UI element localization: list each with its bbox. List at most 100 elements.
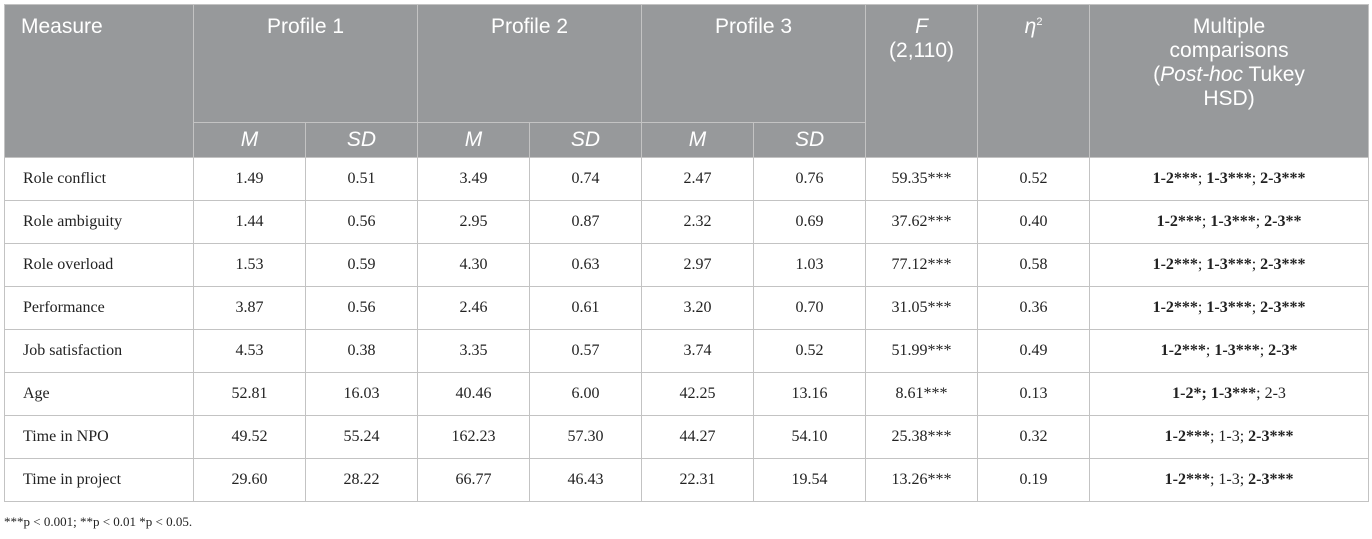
cell-p3m: 44.27 [641,415,755,459]
comparison-segment: ; [1251,170,1261,187]
comparison-segment: 2-3*** [1260,256,1306,273]
cell-p3m: 2.32 [641,200,755,244]
cell-p1sd: 0.59 [304,243,419,287]
comparison-segment: ; [1201,213,1211,230]
cell-p3sd: 54.10 [753,415,867,459]
row-label: Time in NPO [4,415,194,459]
table-row: Time in NPO 49.52 55.24 162.23 57.30 44.27 54.… [4,415,1370,459]
table-row: Role overload 1.53 0.59 4.30 0.63 2.97 1.03 77.… [4,243,1370,287]
cell-p2m: 3.35 [417,329,531,373]
cell-p2sd: 57.30 [529,415,643,459]
cell-multiple-comparisons: 1-2***; 1-3***; 2-3*** [1089,243,1370,287]
footnote: ***p < 0.001; **p < 0.01 *p < 0.05. [4,514,193,529]
cell-p2m: 4.30 [417,243,531,287]
subheader-p1-m: M [193,122,306,158]
header-profile-3: Profile 3 [641,4,867,123]
mc-tukey: Tukey [1243,63,1305,86]
mc-line-4: HSD) [1203,87,1255,110]
table-row: Age 52.81 16.03 40.46 6.00 42.25 13.16 8.61*** 0… [4,372,1370,416]
comparison-segment: ; [1251,299,1261,316]
cell-eta: 0.49 [977,329,1091,373]
cell-p3m: 42.25 [641,372,755,416]
cell-multiple-comparisons: 1-2***; 1-3***; 2-3*** [1089,157,1370,201]
cell-p1sd: 0.51 [304,157,419,201]
cell-p2m: 2.46 [417,286,531,330]
comparison-segment: 1-2*** [1160,342,1206,359]
cell-multiple-comparisons: 1-2***; 1-3; 2-3*** [1089,458,1370,502]
mc-open-paren: ( [1153,63,1161,86]
cell-p1sd: 28.22 [304,458,419,502]
row-label: Role ambiguity [4,200,194,244]
comparison-segment: 1-2*** [1152,299,1198,316]
comparison-segment: ; [1205,342,1215,359]
cell-p1m: 29.60 [193,458,306,502]
comparison-segment: ; 1-3; [1209,428,1249,445]
comparison-segment: 2-3** [1264,213,1302,230]
comparison-segment: ; [1197,299,1207,316]
cell-f: 51.99*** [865,329,979,373]
cell-eta: 0.32 [977,415,1091,459]
comparison-segment: ; [1197,170,1207,187]
cell-eta: 0.13 [977,372,1091,416]
cell-f: 37.62*** [865,200,979,244]
cell-p1sd: 0.38 [304,329,419,373]
row-label: Age [4,372,194,416]
row-label: Role overload [4,243,194,287]
cell-p1m: 1.49 [193,157,306,201]
comparison-segment: 1-3*** [1214,342,1260,359]
cell-p3sd: 0.70 [753,286,867,330]
subheader-p3-m: M [641,122,755,158]
subheader-p2-m: M [417,122,531,158]
mc-posthoc: Post-hoc [1160,63,1244,86]
cell-p2sd: 0.61 [529,286,643,330]
cell-multiple-comparisons: 1-2***; 1-3; 2-3*** [1089,415,1370,459]
cell-eta: 0.36 [977,286,1091,330]
comparison-segment: 2-3*** [1260,299,1306,316]
cell-eta: 0.19 [977,458,1091,502]
cell-p1m: 52.81 [193,372,306,416]
mc-line-1: Multiple [1192,15,1266,38]
cell-p3sd: 1.03 [753,243,867,287]
subheader-p1-sd: SD [304,122,419,158]
cell-p2sd: 6.00 [529,372,643,416]
subheader-row: M SD M SD M SD [5,122,1369,158]
cell-p2m: 2.95 [417,200,531,244]
comparison-segment: ; 2-3 [1256,385,1286,402]
comparison-segment: 1-2*** [1164,471,1210,488]
cell-p1m: 4.53 [193,329,306,373]
cell-p1sd: 55.24 [304,415,419,459]
cell-p1m: 1.44 [193,200,306,244]
cell-p1m: 3.87 [193,286,306,330]
cell-f: 25.38*** [865,415,979,459]
row-label: Role conflict [4,157,194,201]
cell-p3sd: 19.54 [753,458,867,502]
subheader-p3-sd: SD [753,122,867,158]
cell-p3m: 3.74 [641,329,755,373]
cell-f: 59.35*** [865,157,979,201]
f-df: (2,110) [889,39,955,62]
cell-p3m: 2.97 [641,243,755,287]
table-header: Measure Profile 1 Profile 2 Profile 3 F(… [4,4,1370,158]
cell-eta: 0.40 [977,200,1091,244]
table-body: Role conflict 1.49 0.51 3.49 0.74 2.47 0.76 59.… [4,157,1370,502]
comparison-segment: 1-3*** [1210,213,1256,230]
cell-p2sd: 0.63 [529,243,643,287]
cell-p3m: 2.47 [641,157,755,201]
table-row: Role ambiguity 1.44 0.56 2.95 0.87 2.32 0.69 37… [4,200,1370,244]
cell-multiple-comparisons: 1-2***; 1-3***; 2-3*** [1089,286,1370,330]
cell-p3m: 22.31 [641,458,755,502]
comparison-segment: 2-3*** [1248,428,1294,445]
header-profile-1: Profile 1 [192,4,419,123]
cell-eta: 0.52 [977,157,1091,201]
comparison-segment: ; [1197,256,1207,273]
cell-multiple-comparisons: 1-2***; 1-3***; 2-3* [1089,329,1370,373]
cell-f: 77.12*** [865,243,979,287]
cell-f: 31.05*** [865,286,979,330]
cell-p2sd: 46.43 [529,458,643,502]
subheader-p2-sd: SD [529,122,643,158]
comparison-segment: 1-2*** [1164,428,1210,445]
cell-p3sd: 0.76 [753,157,867,201]
cell-p1sd: 0.56 [304,200,419,244]
header-profile-2: Profile 2 [417,4,643,123]
comparison-segment: ; 1-3; [1209,471,1249,488]
